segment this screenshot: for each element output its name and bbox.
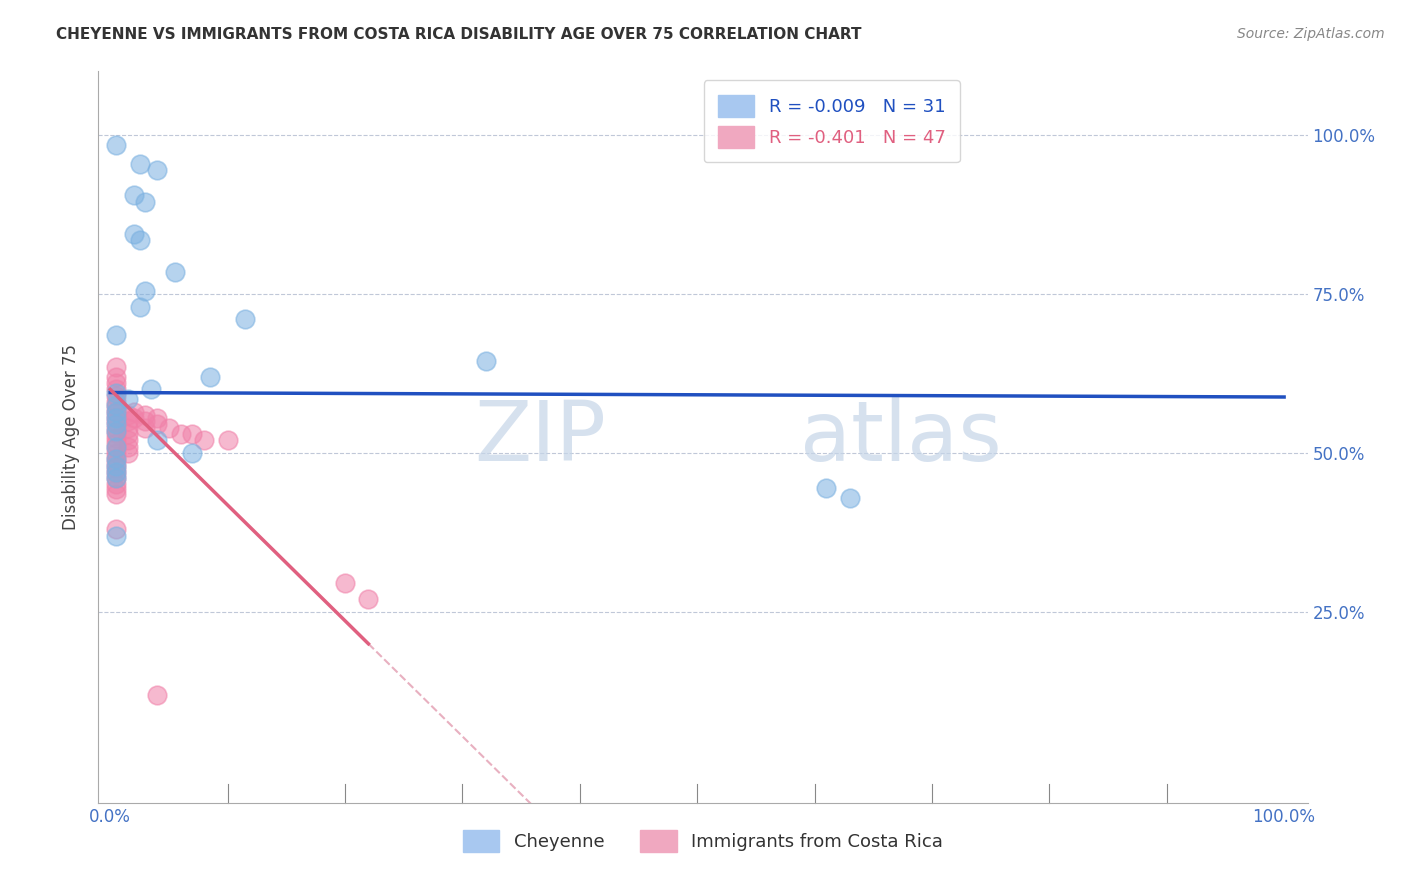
Point bbox=[141, 383, 163, 397]
Point bbox=[105, 440, 128, 454]
Point bbox=[117, 446, 139, 460]
Point bbox=[105, 400, 128, 414]
Point bbox=[105, 416, 128, 430]
Point bbox=[217, 434, 239, 448]
Text: ZIP: ZIP bbox=[474, 397, 606, 477]
Point bbox=[117, 434, 139, 448]
Point bbox=[146, 163, 169, 178]
Point bbox=[475, 353, 498, 368]
Point bbox=[105, 451, 128, 466]
Point bbox=[105, 420, 128, 434]
Point bbox=[134, 408, 156, 422]
Point bbox=[333, 576, 356, 591]
Point bbox=[181, 446, 204, 460]
Point bbox=[105, 522, 128, 536]
Point bbox=[122, 404, 145, 418]
Point bbox=[105, 383, 128, 397]
Point bbox=[122, 411, 145, 425]
Point bbox=[134, 414, 156, 428]
Point bbox=[105, 369, 128, 384]
Point bbox=[122, 188, 145, 202]
Point bbox=[105, 482, 128, 496]
Point bbox=[105, 385, 128, 400]
Point bbox=[105, 411, 128, 425]
Point bbox=[105, 452, 128, 467]
Text: Source: ZipAtlas.com: Source: ZipAtlas.com bbox=[1237, 27, 1385, 41]
Point bbox=[105, 486, 128, 500]
Point bbox=[815, 481, 838, 495]
Point bbox=[105, 376, 128, 390]
Point bbox=[105, 389, 128, 403]
Point bbox=[105, 446, 128, 460]
Text: atlas: atlas bbox=[800, 397, 1001, 477]
Point bbox=[117, 392, 139, 406]
Point bbox=[117, 408, 139, 422]
Point bbox=[146, 417, 169, 432]
Point bbox=[105, 410, 128, 425]
Point bbox=[838, 491, 860, 505]
Point bbox=[105, 441, 128, 455]
Point bbox=[128, 156, 150, 170]
Point bbox=[134, 194, 156, 209]
Point bbox=[105, 431, 128, 445]
Point bbox=[105, 476, 128, 491]
Point bbox=[146, 434, 169, 448]
Point bbox=[105, 404, 128, 418]
Point bbox=[134, 284, 156, 298]
Point bbox=[157, 420, 180, 434]
Y-axis label: Disability Age Over 75: Disability Age Over 75 bbox=[62, 344, 80, 530]
Text: CHEYENNE VS IMMIGRANTS FROM COSTA RICA DISABILITY AGE OVER 75 CORRELATION CHART: CHEYENNE VS IMMIGRANTS FROM COSTA RICA D… bbox=[56, 27, 862, 42]
Point bbox=[105, 471, 128, 485]
Point bbox=[105, 529, 128, 543]
Point bbox=[122, 227, 145, 241]
Point bbox=[105, 467, 128, 481]
Point bbox=[105, 398, 128, 412]
Point bbox=[105, 465, 128, 479]
Point bbox=[163, 265, 186, 279]
Point bbox=[105, 471, 128, 485]
Point bbox=[134, 420, 156, 434]
Point bbox=[357, 592, 380, 607]
Point bbox=[146, 411, 169, 425]
Point bbox=[105, 425, 128, 440]
Point bbox=[105, 395, 128, 409]
Point bbox=[117, 426, 139, 441]
Point bbox=[193, 434, 215, 448]
Point bbox=[105, 461, 128, 475]
Point bbox=[105, 435, 128, 450]
Legend: Cheyenne, Immigrants from Costa Rica: Cheyenne, Immigrants from Costa Rica bbox=[456, 823, 950, 860]
Point bbox=[117, 440, 139, 454]
Point bbox=[105, 417, 128, 432]
Point bbox=[181, 426, 204, 441]
Point bbox=[105, 328, 128, 343]
Point bbox=[128, 300, 150, 314]
Point bbox=[105, 456, 128, 470]
Point bbox=[146, 688, 169, 702]
Point bbox=[169, 426, 191, 441]
Point bbox=[117, 414, 139, 428]
Point bbox=[105, 360, 128, 375]
Point bbox=[105, 458, 128, 473]
Point bbox=[128, 233, 150, 247]
Point bbox=[105, 424, 128, 438]
Point bbox=[105, 137, 128, 152]
Point bbox=[233, 312, 256, 326]
Point bbox=[105, 405, 128, 419]
Point bbox=[117, 420, 139, 434]
Point bbox=[198, 369, 221, 384]
